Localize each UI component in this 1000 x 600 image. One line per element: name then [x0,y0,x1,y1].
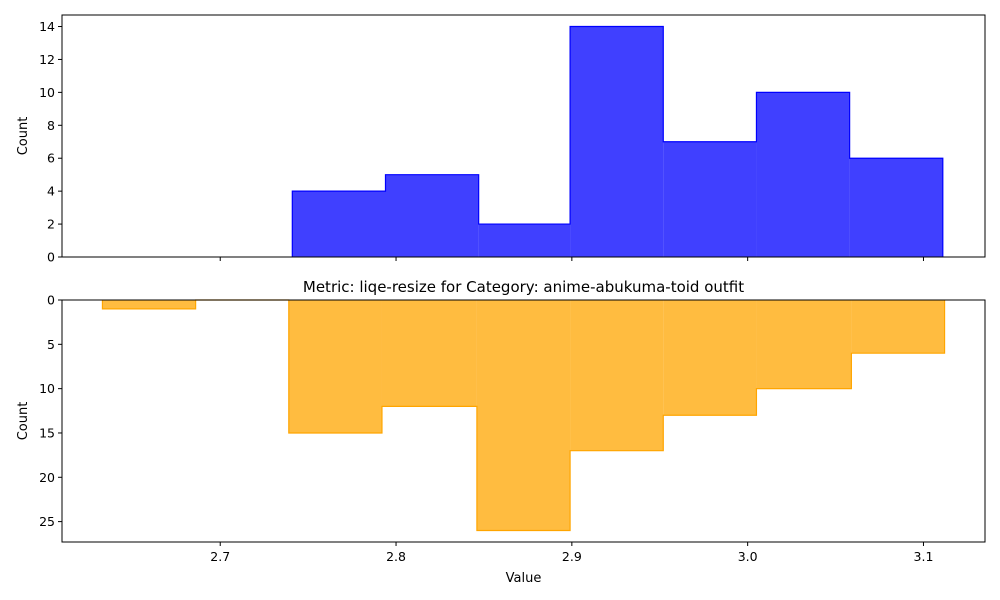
bottom-histogram-bar-3 [381,300,477,407]
bottom-plot-area [101,299,946,532]
bottom-histogram-bar-5 [570,300,664,451]
top-y-tick-label-4: 8 [47,118,55,133]
top-histogram-step-outline [291,25,944,257]
top-histogram-bar-4 [663,141,757,257]
bottom-histogram-bar-6 [663,300,757,416]
bottom-y-axis-label: Count [16,402,31,441]
top-histogram-bar-2 [478,224,571,257]
bottom-x-tick-label-1: 2.8 [386,549,406,564]
bottom-y-tick-label-2: 10 [39,381,55,396]
top-histogram-bar-6 [849,158,943,257]
bottom-y-tick-label-4: 20 [39,470,55,485]
bottom-axes-frame [61,299,986,543]
top-y-tick-label-0: 0 [47,250,55,265]
top-histogram-bar-5 [756,92,850,258]
bottom-y-tick-label-0: 0 [47,293,55,308]
top-panel: 0 2 4 6 8 10 12 14 Count [16,14,986,265]
bottom-y-tick-label-1: 5 [47,337,55,352]
top-y-tick-label-7: 14 [39,19,55,34]
top-y-axis-label: Count [16,117,31,156]
top-x-ticks [219,257,924,261]
top-y-ticks: 0 2 4 6 8 10 12 14 [39,19,62,265]
bottom-x-tick-label-3: 3.0 [738,549,758,564]
bottom-histogram-bar-7 [756,300,852,389]
bottom-y-ticks: 0 5 10 15 20 25 [39,293,62,529]
bottom-histogram-bar-0 [102,300,196,309]
bottom-chart-title: Metric: liqe-resize for Category: anime-… [303,278,744,296]
top-y-tick-label-1: 2 [47,217,55,232]
top-plot-area [291,25,944,258]
bottom-x-ticks: 2.7 2.8 2.9 3.0 3.1 [210,542,933,564]
bottom-x-tick-label-0: 2.7 [210,549,230,564]
top-y-tick-label-2: 4 [47,184,55,199]
bottom-histogram-bar-8 [851,300,945,354]
top-histogram-bar-3 [570,26,664,258]
bottom-x-tick-label-2: 2.9 [562,549,582,564]
bottom-panel: Metric: liqe-resize for Category: anime-… [16,278,986,586]
top-y-tick-label-5: 10 [39,85,55,100]
bottom-histogram-bar-4 [476,300,571,531]
top-histogram-bar-1 [385,174,479,257]
bottom-y-tick-label-3: 15 [39,425,55,440]
bottom-x-axis-label: Value [506,571,542,586]
top-histogram-bar-0 [292,191,386,257]
bottom-histogram-bar-2 [288,300,382,433]
bottom-y-tick-label-5: 25 [39,514,55,529]
bottom-x-tick-label-4: 3.1 [914,549,934,564]
top-y-tick-label-6: 12 [39,52,55,67]
top-y-tick-label-3: 6 [47,151,55,166]
top-axes-frame [61,14,986,258]
